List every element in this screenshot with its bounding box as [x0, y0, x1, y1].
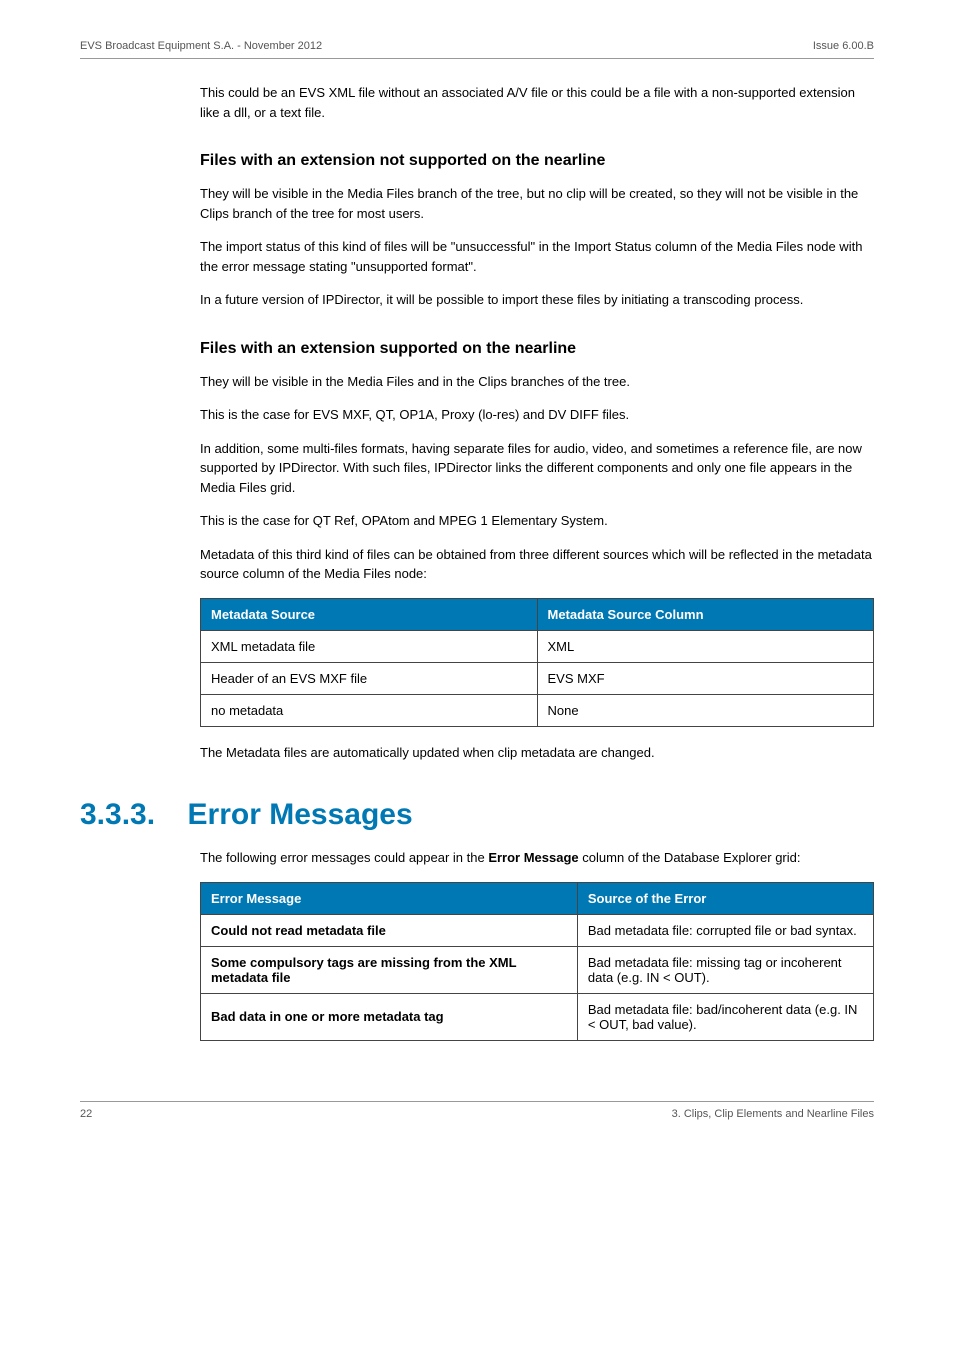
metadata-table-header-source: Metadata Source	[201, 598, 538, 630]
metadata-cell: no metadata	[201, 694, 538, 726]
error-cell-bold: Some compulsory tags are missing from th…	[211, 955, 516, 985]
error-cell-bold: Bad data in one or more metadata tag	[211, 1009, 444, 1024]
page-header: EVS Broadcast Equipment S.A. - November …	[80, 40, 874, 59]
header-left: EVS Broadcast Equipment S.A. - November …	[80, 40, 322, 52]
error-message-table: Error Message Source of the Error Could …	[200, 882, 874, 1041]
error-cell: Could not read metadata file	[201, 914, 578, 946]
table-row: XML metadata file XML	[201, 630, 874, 662]
sub1-p1: They will be visible in the Media Files …	[200, 184, 874, 223]
error-cell-bold: Could not read metadata file	[211, 923, 386, 938]
section-title: Error Messages	[188, 798, 413, 832]
table-row: no metadata None	[201, 694, 874, 726]
sub1-p3: In a future version of IPDirector, it wi…	[200, 290, 874, 310]
metadata-cell: XML	[537, 630, 874, 662]
sub2-title: Files with an extension supported on the…	[200, 340, 874, 358]
section-intro-post: column of the Database Explorer grid:	[579, 850, 801, 865]
section-number: 3.3.3.	[80, 798, 155, 832]
footer-chapter: 3. Clips, Clip Elements and Nearline Fil…	[672, 1108, 874, 1120]
after-table1-text: The Metadata files are automatically upd…	[200, 743, 874, 763]
section-heading-row: 3.3.3. Error Messages	[80, 798, 874, 832]
header-right: Issue 6.00.B	[813, 40, 874, 52]
section-intro-pre: The following error messages could appea…	[200, 850, 488, 865]
error-cell: Bad metadata file: corrupted file or bad…	[577, 914, 873, 946]
footer-page-number: 22	[80, 1108, 92, 1120]
sub1-title: Files with an extension not supported on…	[200, 152, 874, 170]
sub2-p3: In addition, some multi-files formats, h…	[200, 439, 874, 498]
intro-paragraph: This could be an EVS XML file without an…	[200, 83, 874, 122]
metadata-table-header-column: Metadata Source Column	[537, 598, 874, 630]
error-table-header-message: Error Message	[201, 882, 578, 914]
table-row: Could not read metadata file Bad metadat…	[201, 914, 874, 946]
error-table-header-source: Source of the Error	[577, 882, 873, 914]
sub2-p1: They will be visible in the Media Files …	[200, 372, 874, 392]
error-cell: Some compulsory tags are missing from th…	[201, 946, 578, 993]
error-cell: Bad metadata file: bad/incoherent data (…	[577, 993, 873, 1040]
section-intro: The following error messages could appea…	[200, 848, 874, 868]
error-cell: Bad metadata file: missing tag or incohe…	[577, 946, 873, 993]
section-intro-bold: Error Message	[488, 850, 578, 865]
metadata-cell: Header of an EVS MXF file	[201, 662, 538, 694]
metadata-cell: EVS MXF	[537, 662, 874, 694]
metadata-cell: XML metadata file	[201, 630, 538, 662]
sub1-p2: The import status of this kind of files …	[200, 237, 874, 276]
table-row: Bad data in one or more metadata tag Bad…	[201, 993, 874, 1040]
error-cell: Bad data in one or more metadata tag	[201, 993, 578, 1040]
table-row: Some compulsory tags are missing from th…	[201, 946, 874, 993]
sub2-p2: This is the case for EVS MXF, QT, OP1A, …	[200, 405, 874, 425]
metadata-source-table: Metadata Source Metadata Source Column X…	[200, 598, 874, 727]
sub2-p4: This is the case for QT Ref, OPAtom and …	[200, 511, 874, 531]
page-footer: 22 3. Clips, Clip Elements and Nearline …	[80, 1101, 874, 1120]
metadata-cell: None	[537, 694, 874, 726]
sub2-p5: Metadata of this third kind of files can…	[200, 545, 874, 584]
table-row: Header of an EVS MXF file EVS MXF	[201, 662, 874, 694]
